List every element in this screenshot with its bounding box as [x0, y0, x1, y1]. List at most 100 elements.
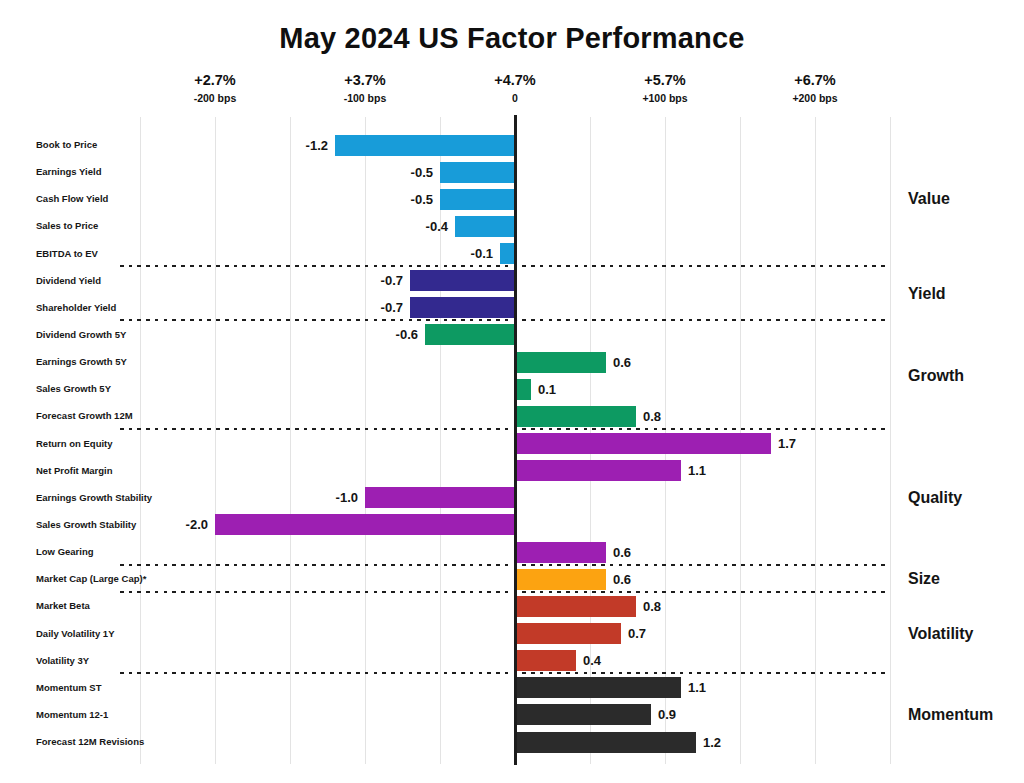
factor-bar: [335, 135, 514, 156]
factor-label: Forecast 12M Revisions: [36, 736, 206, 748]
factor-value: -0.5: [373, 189, 433, 210]
factor-value: -2.0: [148, 514, 208, 535]
axis-tick: +3.7%-100 bps: [295, 72, 435, 104]
axis-tick-bps: -200 bps: [145, 92, 285, 104]
gridline: [890, 117, 891, 764]
factor-label: Sales Growth 5Y: [36, 383, 206, 395]
factor-label: Earnings Yield: [36, 166, 206, 178]
factor-label: Book to Price: [36, 139, 206, 151]
gridline: [215, 117, 216, 764]
axis-tick-percent: +2.7%: [145, 72, 285, 88]
factor-label: Dividend Yield: [36, 275, 206, 287]
factor-bar: [517, 433, 771, 454]
factor-label: Return on Equity: [36, 438, 206, 450]
factor-bar: [440, 189, 514, 210]
factor-bar: [410, 297, 514, 318]
factor-value: -0.7: [343, 297, 403, 318]
factor-label: Sales to Price: [36, 220, 206, 232]
factor-label: Forecast Growth 12M: [36, 410, 206, 422]
gridline: [440, 117, 441, 764]
factor-label: Earnings Growth 5Y: [36, 356, 206, 368]
axis-tick-bps: 0: [445, 92, 585, 104]
factor-bar: [517, 406, 636, 427]
factor-label: Market Beta: [36, 600, 206, 612]
group-separator: [120, 591, 890, 593]
category-label: Yield: [908, 284, 946, 304]
axis-tick: +2.7% -200 bps: [145, 72, 285, 104]
factor-label: EBITDA to EV: [36, 248, 206, 260]
factor-value: 0.8: [643, 406, 661, 427]
axis-tick: +5.7%+100 bps: [595, 72, 735, 104]
factor-value: 1.1: [688, 460, 706, 481]
gridline: [290, 117, 291, 764]
axis-tick-bps: +200 bps: [745, 92, 885, 104]
group-separator: [120, 564, 890, 566]
axis-tick-percent: +4.7%: [445, 72, 585, 88]
factor-value: 0.6: [613, 569, 631, 590]
factor-label: Volatility 3Y: [36, 655, 206, 667]
factor-value: 0.1: [538, 379, 556, 400]
factor-bar: [365, 487, 514, 508]
factor-label: Shareholder Yield: [36, 302, 206, 314]
factor-value: -0.4: [388, 216, 448, 237]
factor-value: 0.7: [628, 623, 646, 644]
gridline: [365, 117, 366, 764]
factor-value: -0.7: [343, 270, 403, 291]
factor-bar: [440, 162, 514, 183]
factor-value: 0.8: [643, 596, 661, 617]
factor-bar: [517, 704, 651, 725]
gridline: [815, 117, 816, 764]
factor-value: -0.6: [358, 324, 418, 345]
factor-label: Momentum ST: [36, 682, 206, 694]
axis-tick-percent: +5.7%: [595, 72, 735, 88]
group-separator: [120, 319, 890, 321]
axis-tick-percent: +6.7%: [745, 72, 885, 88]
factor-bar: [517, 352, 606, 373]
factor-value: 1.2: [703, 732, 721, 753]
factor-bar: [455, 216, 514, 237]
category-label: Value: [908, 189, 950, 209]
group-separator: [120, 265, 890, 267]
factor-bar: [215, 514, 514, 535]
factor-bar: [517, 542, 606, 563]
factor-bar: [517, 460, 681, 481]
category-label: Volatility: [908, 624, 974, 644]
factor-value: -0.1: [433, 243, 493, 264]
factor-bar: [425, 324, 514, 345]
factor-value: 0.6: [613, 352, 631, 373]
factor-bar: [517, 596, 636, 617]
factor-bar: [517, 677, 681, 698]
factor-label: Dividend Growth 5Y: [36, 329, 206, 341]
factor-value: 1.7: [778, 433, 796, 454]
zero-axis-line: [514, 115, 517, 765]
factor-value: 1.1: [688, 677, 706, 698]
factor-label: Earnings Growth Stability: [36, 492, 206, 504]
factor-bar: [500, 243, 514, 264]
factor-performance-chart: May 2024 US Factor Performance +2.7% -200…: [0, 0, 1024, 783]
factor-value: -0.5: [373, 162, 433, 183]
chart-title: May 2024 US Factor Performance: [0, 22, 1024, 55]
factor-value: -1.0: [298, 487, 358, 508]
factor-label: Market Cap (Large Cap)*: [36, 573, 206, 585]
factor-bar: [517, 379, 531, 400]
factor-label: Net Profit Margin: [36, 465, 206, 477]
group-separator: [120, 672, 890, 674]
factor-value: -1.2: [268, 135, 328, 156]
factor-label: Cash Flow Yield: [36, 193, 206, 205]
factor-value: 0.4: [583, 650, 601, 671]
factor-bar: [517, 650, 576, 671]
factor-value: 0.6: [613, 542, 631, 563]
factor-bar: [517, 732, 696, 753]
category-label: Momentum: [908, 705, 993, 725]
axis-tick-percent: +3.7%: [295, 72, 435, 88]
factor-bar: [410, 270, 514, 291]
factor-label: Daily Volatility 1Y: [36, 628, 206, 640]
axis-tick: +6.7% +200 bps: [745, 72, 885, 104]
factor-bar: [517, 569, 606, 590]
factor-value: 0.9: [658, 704, 676, 725]
factor-label: Momentum 12-1: [36, 709, 206, 721]
factor-label: Low Gearing: [36, 546, 206, 558]
group-separator: [120, 428, 890, 430]
category-label: Quality: [908, 488, 962, 508]
axis-tick: +4.7% 0: [445, 72, 585, 104]
